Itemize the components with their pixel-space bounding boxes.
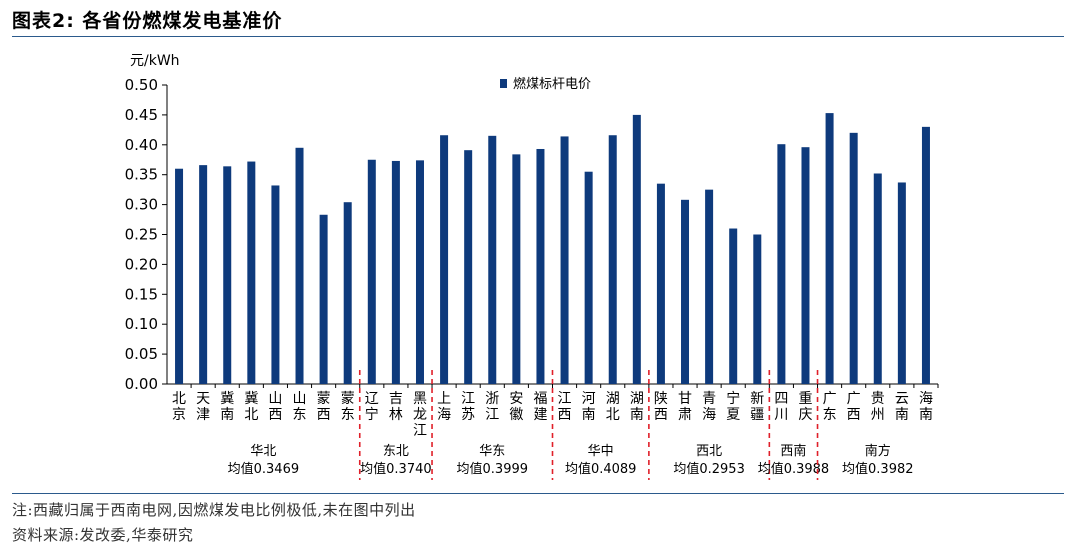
bar [632,114,641,385]
bar [488,135,497,384]
bar [825,113,834,384]
bar [753,234,762,384]
region-average-label: 均值0.3740 [360,461,432,477]
y-tick-label: 0.10 [125,315,158,333]
x-category-label: 陕西 [654,391,668,423]
y-axis-unit-label: 元/kWh [130,53,180,69]
bar-chart: 元/kWh 0.00 0.05 0.10 0.15 0.20 0.25 0.30 0.35 0.4… [125,53,939,480]
region-label: 南方 [865,443,891,459]
x-category-label: 蒙东 [341,391,355,423]
y-tick-label: 0.30 [125,196,158,214]
x-category-label: 黑龙江 [413,391,427,439]
x-category-label: 江苏 [461,391,475,423]
x-category-label: 青海 [702,391,716,423]
bar [199,165,208,384]
x-category-label: 上海 [437,391,451,423]
top-rule [12,36,1064,37]
bar [681,199,690,384]
bar [512,154,521,384]
region-average-label: 均值0.3999 [457,461,529,477]
region-label: 东北 [383,444,409,459]
bar [656,183,665,384]
bar [560,136,569,384]
x-category-label: 山西 [268,391,282,423]
bar [873,173,882,384]
x-category-label: 湖北 [606,391,620,423]
y-tick-label: 0.45 [125,106,158,124]
y-tick-label: 0.35 [125,166,158,184]
bar [536,148,545,384]
y-tick-label: 0.40 [125,136,158,154]
bar [440,135,449,384]
bar [367,159,376,384]
x-category-label: 天津 [196,391,210,423]
bar [729,228,738,384]
bar [319,214,328,384]
bar [175,168,184,384]
x-category-label: 冀北 [244,391,258,423]
x-category-label: 蒙西 [317,391,331,423]
bar [247,161,256,384]
x-category-label: 海南 [919,391,933,423]
x-category-label: 安徽 [509,391,523,423]
source-note: 资料来源:发改委,华泰研究 [12,526,194,544]
x-category-label: 山东 [293,391,307,423]
bar [464,150,473,384]
x-category-label: 云南 [895,391,909,423]
bar [705,189,714,384]
region-average-label: 均值0.3988 [758,461,830,477]
x-category-label: 广东 [823,391,837,423]
bar [849,132,858,384]
x-category-label: 北京 [172,391,186,423]
y-tick-label: 0.05 [125,345,158,363]
x-category-label: 广西 [847,391,861,423]
x-category-label: 重庆 [798,391,812,423]
x-category-label: 湖南 [630,391,644,423]
bar [343,202,352,384]
region-label: 西北 [696,444,722,459]
region-average-label: 均值0.2953 [673,461,745,477]
footnote: 注:西藏归属于西南电网,因燃煤发电比例极低,未在图中列出 [12,501,416,519]
x-category-label: 宁夏 [726,390,740,423]
bar [608,135,617,384]
y-tick-label: 0.00 [125,375,158,393]
bar [801,147,810,384]
region-label: 西南 [780,443,806,459]
bottom-rule [12,493,1064,494]
region-average-label: 均值0.3982 [842,461,914,477]
legend-label: 燃煤标杆电价 [513,76,591,92]
x-category-label: 河南 [582,391,596,423]
bar [271,185,280,384]
region-average-label: 均值0.4089 [565,461,637,477]
bar [897,182,906,384]
x-category-label: 四川 [774,391,788,423]
legend-swatch [500,79,507,88]
bar [295,147,304,384]
bar [777,144,786,384]
x-category-label: 甘肃 [678,391,692,423]
region-average-label: 均值0.3469 [228,461,300,477]
x-category-label: 浙江 [485,391,499,423]
bar [415,160,424,384]
x-category-label: 吉林 [389,391,403,423]
y-tick-label: 0.15 [125,285,158,303]
x-category-label: 冀南 [220,391,234,423]
region-label: 华东 [479,444,505,459]
y-tick-label: 0.50 [125,76,158,94]
figure-title: 图表2: 各省份燃煤发电基准价 [12,10,283,32]
region-label: 华北 [250,444,276,459]
bar [223,166,232,384]
x-category-label: 福建 [533,391,547,423]
y-tick-label: 0.20 [125,255,158,273]
bar [391,160,400,384]
y-tick-label: 0.25 [125,226,158,244]
region-label: 华中 [588,444,614,459]
x-category-label: 新疆 [750,391,764,423]
bar [584,171,593,384]
x-category-label: 辽宁 [365,391,379,423]
bar [921,126,930,385]
x-category-label: 江西 [558,391,572,423]
x-category-label: 贵州 [871,391,885,423]
